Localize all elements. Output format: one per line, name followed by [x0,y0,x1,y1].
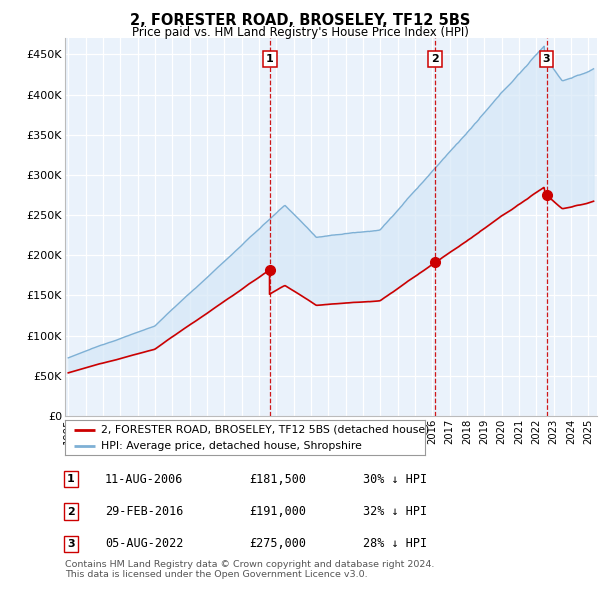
Text: 2, FORESTER ROAD, BROSELEY, TF12 5BS (detached house): 2, FORESTER ROAD, BROSELEY, TF12 5BS (de… [101,425,429,435]
Text: Price paid vs. HM Land Registry's House Price Index (HPI): Price paid vs. HM Land Registry's House … [131,26,469,39]
Text: 05-AUG-2022: 05-AUG-2022 [105,537,184,550]
Text: 1: 1 [266,54,274,64]
Text: 28% ↓ HPI: 28% ↓ HPI [363,537,427,550]
Text: 11-AUG-2006: 11-AUG-2006 [105,473,184,486]
Text: 2: 2 [67,507,74,516]
Text: 32% ↓ HPI: 32% ↓ HPI [363,505,427,518]
Text: 29-FEB-2016: 29-FEB-2016 [105,505,184,518]
Text: 3: 3 [67,539,74,549]
Text: Contains HM Land Registry data © Crown copyright and database right 2024.
This d: Contains HM Land Registry data © Crown c… [65,560,434,579]
Text: 3: 3 [543,54,550,64]
Text: 30% ↓ HPI: 30% ↓ HPI [363,473,427,486]
Text: 2: 2 [431,54,439,64]
Text: 1: 1 [67,474,74,484]
Text: £181,500: £181,500 [249,473,306,486]
Text: HPI: Average price, detached house, Shropshire: HPI: Average price, detached house, Shro… [101,441,362,451]
Text: £275,000: £275,000 [249,537,306,550]
Text: £191,000: £191,000 [249,505,306,518]
Text: 2, FORESTER ROAD, BROSELEY, TF12 5BS: 2, FORESTER ROAD, BROSELEY, TF12 5BS [130,13,470,28]
